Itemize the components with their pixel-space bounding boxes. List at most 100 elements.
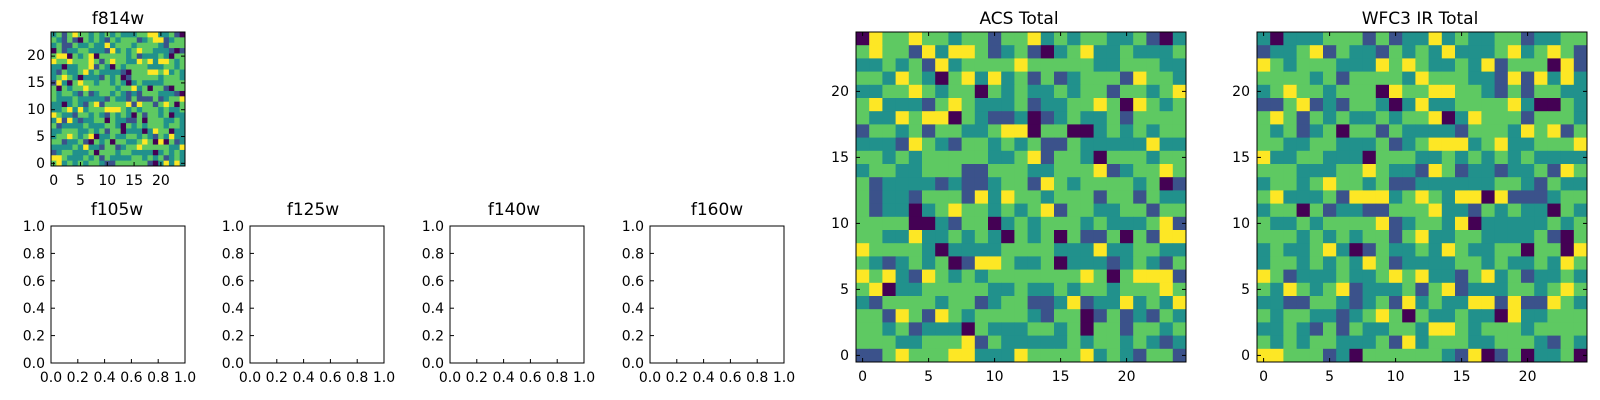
heatmap-cell bbox=[1014, 111, 1028, 125]
heatmap-cell bbox=[77, 96, 84, 103]
heatmap-cell bbox=[1040, 269, 1055, 284]
heatmap-cell bbox=[83, 85, 89, 92]
heatmap-cell bbox=[1468, 98, 1482, 112]
heatmap-cell bbox=[869, 203, 883, 218]
heatmap-cell bbox=[83, 74, 89, 81]
heatmap-cell bbox=[1067, 322, 1081, 336]
heatmap-cell bbox=[895, 124, 910, 138]
heatmap-cell bbox=[935, 309, 949, 323]
heatmap-cell bbox=[1001, 243, 1015, 257]
heatmap-cell bbox=[882, 98, 896, 112]
heatmap-cell bbox=[174, 80, 181, 86]
heatmap-cell bbox=[1402, 216, 1416, 231]
heatmap-cell bbox=[147, 128, 154, 135]
heatmap-cell bbox=[1120, 45, 1134, 59]
heatmap-cell bbox=[1106, 84, 1121, 99]
heatmap-cell bbox=[1521, 45, 1535, 59]
heatmap-cell bbox=[1468, 335, 1482, 350]
heatmap-cell bbox=[1257, 256, 1271, 270]
heatmap-cell bbox=[168, 48, 175, 54]
heatmap-cell bbox=[1573, 256, 1588, 270]
heatmap-cell bbox=[1014, 216, 1028, 231]
heatmap-cell bbox=[174, 48, 181, 54]
heatmap-cell bbox=[93, 101, 100, 108]
heatmap-cell bbox=[1349, 124, 1363, 138]
heatmap-cell bbox=[1547, 203, 1561, 218]
heatmap-cell bbox=[1080, 124, 1094, 138]
heatmap-cell bbox=[1309, 243, 1324, 257]
heatmap-cell bbox=[1014, 269, 1028, 284]
heatmap-cell bbox=[115, 42, 122, 49]
heatmap-cell bbox=[88, 160, 95, 167]
heatmap-cell bbox=[1560, 190, 1575, 204]
heatmap-cell bbox=[158, 123, 164, 129]
heatmap-cell bbox=[1481, 124, 1495, 138]
heatmap-cell bbox=[1534, 137, 1548, 152]
heatmap-cell bbox=[126, 80, 132, 86]
heatmap-cell bbox=[67, 96, 73, 103]
heatmap-cell bbox=[56, 144, 63, 151]
heatmap-cell bbox=[856, 177, 870, 191]
heatmap-cell bbox=[126, 149, 132, 156]
y-tick-label: 0.0 bbox=[422, 356, 444, 372]
heatmap-cell bbox=[1040, 282, 1055, 297]
heatmap-cell bbox=[1080, 230, 1094, 244]
heatmap-cell bbox=[1080, 203, 1094, 218]
heatmap-cell bbox=[115, 144, 122, 151]
heatmap-cell bbox=[1159, 124, 1174, 138]
heatmap-cell bbox=[895, 71, 910, 86]
heatmap-cell bbox=[1323, 296, 1337, 310]
heatmap-cell bbox=[72, 149, 79, 156]
y-tick-label: 0.0 bbox=[222, 356, 244, 372]
heatmap-cell bbox=[1106, 150, 1121, 165]
heatmap-cell bbox=[1014, 84, 1028, 99]
heatmap-cell bbox=[1481, 177, 1495, 191]
heatmap-cell bbox=[1270, 335, 1284, 350]
heatmap-cell bbox=[1283, 190, 1297, 204]
heatmap-cell bbox=[179, 37, 186, 44]
heatmap-cell bbox=[988, 282, 1002, 297]
heatmap-cell bbox=[1080, 84, 1094, 99]
heatmap-cell bbox=[72, 48, 79, 54]
heatmap-cell bbox=[1428, 84, 1443, 99]
heatmap-cell bbox=[67, 64, 73, 70]
heatmap-cell bbox=[1455, 45, 1469, 59]
x-tick-label: 20 bbox=[1118, 369, 1136, 385]
heatmap-cell bbox=[168, 69, 175, 76]
heatmap-cell bbox=[109, 144, 116, 151]
heatmap-cell bbox=[126, 48, 132, 54]
heatmap-cell bbox=[1133, 309, 1147, 323]
heatmap-cell bbox=[1547, 137, 1561, 152]
heatmap-cell bbox=[1067, 150, 1081, 165]
y-ticks: 0 5 10 15 20 bbox=[1232, 84, 1250, 364]
heatmap-cell bbox=[935, 71, 949, 86]
axes-frame bbox=[1256, 31, 1588, 363]
heatmap-cell bbox=[1349, 98, 1363, 112]
heatmap-cell bbox=[61, 144, 68, 151]
heatmap-cell bbox=[104, 74, 111, 81]
y-tick-label: 5 bbox=[840, 282, 849, 298]
heatmap-cell bbox=[988, 216, 1002, 231]
heatmap-cell bbox=[1001, 32, 1015, 46]
heatmap-cell bbox=[152, 53, 159, 60]
heatmap-cell bbox=[88, 37, 95, 44]
heatmap-cell bbox=[109, 53, 116, 60]
heatmap-cell bbox=[974, 58, 989, 72]
heatmap-cell bbox=[1455, 243, 1469, 257]
heatmap-cell bbox=[61, 85, 68, 92]
x-tick-label: 15 bbox=[125, 173, 143, 189]
y-tick-label: 0.4 bbox=[422, 301, 444, 317]
heatmap-cell bbox=[99, 128, 105, 135]
x-tick-label: 0.4 bbox=[692, 370, 714, 386]
heatmap-cell bbox=[1172, 190, 1187, 204]
heatmap-cell bbox=[1375, 124, 1390, 138]
heatmap-cell bbox=[88, 155, 95, 162]
heatmap-cell bbox=[1455, 164, 1469, 178]
heatmap-cell bbox=[77, 149, 84, 156]
heatmap-cell bbox=[1402, 322, 1416, 336]
heatmap-cell bbox=[1120, 150, 1134, 165]
heatmap-cell bbox=[1172, 124, 1187, 138]
heatmap-cell bbox=[1133, 98, 1147, 112]
heatmap-cell bbox=[77, 85, 84, 92]
heatmap-cell bbox=[1441, 177, 1456, 191]
